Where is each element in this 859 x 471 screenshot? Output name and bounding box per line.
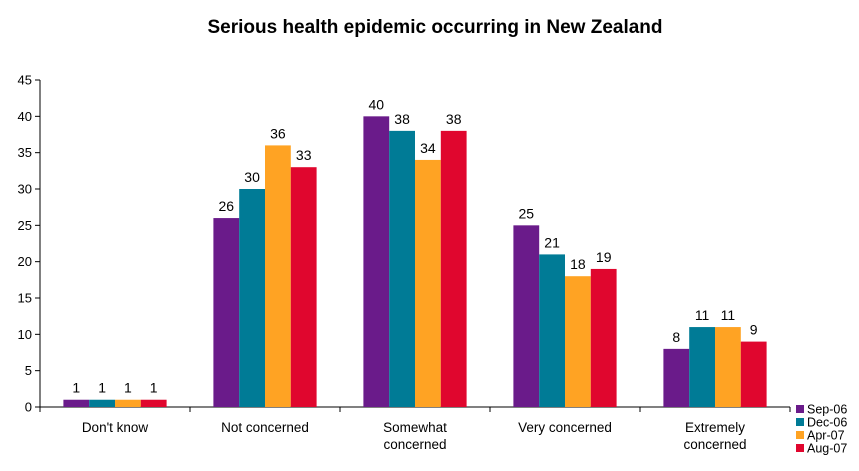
bar xyxy=(363,116,390,407)
bar xyxy=(239,189,265,407)
legend-label: Sep-06 xyxy=(807,403,847,417)
category-label: Very concerned xyxy=(518,420,612,435)
bar xyxy=(389,130,415,407)
data-label: 30 xyxy=(244,169,260,185)
bar xyxy=(440,130,467,407)
data-label: 38 xyxy=(394,111,410,127)
data-label: 9 xyxy=(750,322,758,338)
y-tick-label: 25 xyxy=(18,218,32,233)
data-label: 1 xyxy=(124,380,132,396)
bar xyxy=(290,167,317,407)
data-label: 19 xyxy=(596,249,612,265)
y-tick-label: 30 xyxy=(18,182,32,197)
category-label: Don't know xyxy=(82,420,149,435)
bar xyxy=(89,399,115,407)
data-label: 40 xyxy=(369,96,385,112)
bar xyxy=(265,145,291,407)
data-label: 1 xyxy=(150,380,158,396)
y-tick-label: 35 xyxy=(18,145,32,160)
legend-label: Apr-07 xyxy=(807,429,845,443)
bar xyxy=(539,254,565,407)
y-tick-label: 15 xyxy=(18,291,32,306)
category-label: Extremely concerned xyxy=(683,420,746,452)
legend-label: Aug-07 xyxy=(807,442,847,456)
bar xyxy=(415,159,441,407)
bar xyxy=(63,399,90,407)
legend-swatch xyxy=(796,418,804,426)
bar xyxy=(565,276,591,407)
legend-swatch xyxy=(796,431,804,439)
data-label: 26 xyxy=(219,198,235,214)
bar xyxy=(689,327,715,407)
data-label: 38 xyxy=(446,111,462,127)
legend-swatch xyxy=(796,444,804,452)
bar xyxy=(715,327,741,407)
data-label: 18 xyxy=(570,256,586,272)
data-label: 34 xyxy=(420,140,436,156)
data-label: 36 xyxy=(270,125,286,141)
bar xyxy=(140,399,167,407)
legend-label: Dec-06 xyxy=(807,416,847,430)
y-tick-label: 40 xyxy=(18,109,32,124)
data-label: 1 xyxy=(98,380,106,396)
y-tick-label: 10 xyxy=(18,327,32,342)
axes: 0 5 10 15 20 25 30 35 40 45 Don't know Not concerne… xyxy=(18,73,791,452)
bar xyxy=(513,225,540,407)
category-label: Somewhat concerned xyxy=(383,420,447,452)
bar xyxy=(740,341,767,407)
data-label: 11 xyxy=(721,307,736,323)
category-label: Not concerned xyxy=(221,420,309,435)
bar xyxy=(590,268,617,407)
data-label: 21 xyxy=(544,234,560,250)
y-tick-label: 0 xyxy=(25,400,32,415)
legend-swatch xyxy=(796,405,804,413)
y-tick-label: 5 xyxy=(25,363,32,378)
bar xyxy=(213,218,240,407)
data-label: 1 xyxy=(72,380,80,396)
bar xyxy=(663,348,690,407)
data-label: 25 xyxy=(519,205,535,221)
y-tick-label: 20 xyxy=(18,254,32,269)
y-tick-label: 45 xyxy=(18,73,32,88)
chart-title: Serious health epidemic occurring in New… xyxy=(207,17,662,38)
bar xyxy=(115,399,141,407)
data-label: 33 xyxy=(296,147,312,163)
data-label: 8 xyxy=(672,329,680,345)
data-label: 11 xyxy=(695,307,710,323)
